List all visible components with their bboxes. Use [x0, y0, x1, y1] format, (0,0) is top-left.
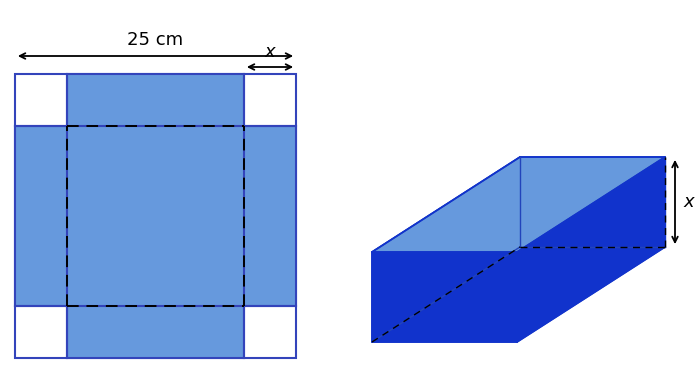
Polygon shape	[372, 157, 520, 342]
Polygon shape	[372, 157, 665, 252]
Polygon shape	[372, 252, 517, 342]
Text: x: x	[683, 193, 694, 211]
Polygon shape	[517, 157, 665, 342]
Polygon shape	[520, 157, 665, 247]
Polygon shape	[372, 247, 665, 342]
Text: x: x	[264, 43, 276, 61]
Polygon shape	[520, 157, 665, 247]
Polygon shape	[15, 74, 296, 358]
Bar	[15, 74, 296, 358]
Polygon shape	[372, 247, 665, 342]
Text: 25 cm: 25 cm	[127, 31, 184, 49]
Polygon shape	[372, 157, 520, 342]
